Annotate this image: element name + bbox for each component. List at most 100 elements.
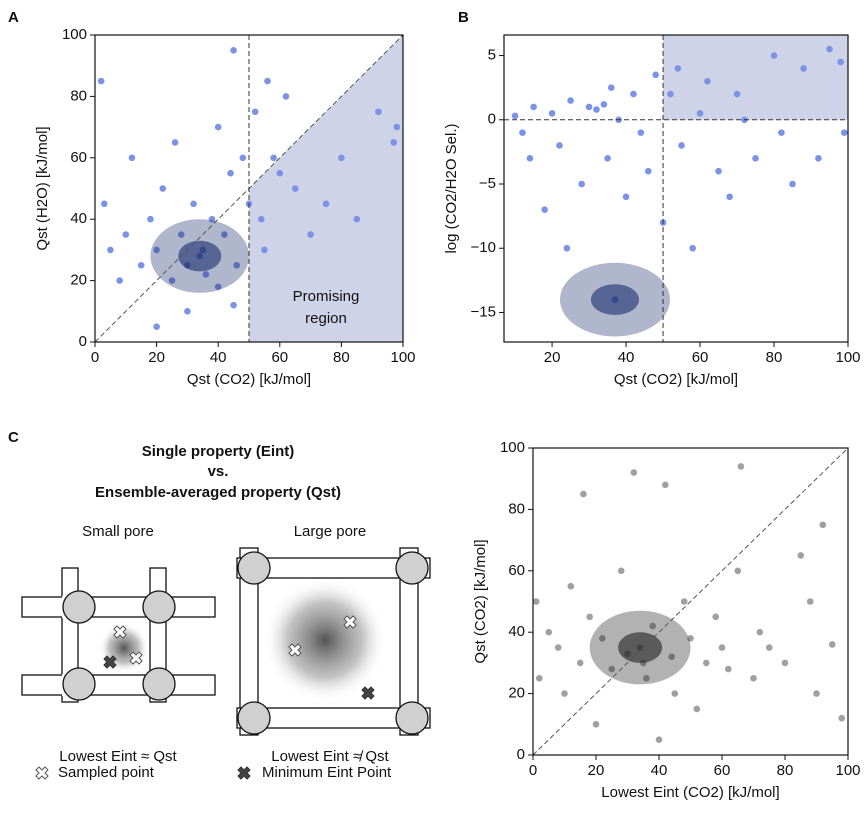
y-tick-label: 20 <box>70 272 87 289</box>
point <box>607 84 615 91</box>
point <box>393 123 401 131</box>
point <box>678 142 685 149</box>
point <box>251 108 259 116</box>
point <box>687 635 694 642</box>
point <box>662 481 669 489</box>
annotation: Promising <box>293 288 360 305</box>
x-tick-label: 40 <box>651 762 668 779</box>
point <box>838 714 845 722</box>
point <box>276 169 284 177</box>
point <box>600 101 608 108</box>
point <box>702 659 710 667</box>
point <box>789 180 796 188</box>
point <box>649 622 656 630</box>
point <box>689 244 696 252</box>
y-tick-label: 40 <box>70 210 87 227</box>
panel-label: B <box>458 9 469 26</box>
x-tick-label: 20 <box>588 762 605 779</box>
point <box>221 231 228 238</box>
point <box>233 261 240 269</box>
x-axis-label: Qst (CO2) [kJ/mol] <box>187 371 311 388</box>
point <box>637 129 645 136</box>
point <box>227 169 234 177</box>
x-tick-label: 100 <box>835 349 860 366</box>
point <box>122 231 130 238</box>
plot-area <box>504 35 848 342</box>
point <box>585 103 593 111</box>
y-tick-label: 100 <box>500 439 525 456</box>
point <box>511 112 519 120</box>
point <box>322 200 330 208</box>
point <box>533 598 540 605</box>
point <box>554 644 562 651</box>
point <box>828 641 836 648</box>
panel-label: A <box>8 9 19 26</box>
pore-caption: Lowest Eint ≈ Qst <box>59 748 177 765</box>
point <box>147 215 154 223</box>
point <box>239 154 247 162</box>
y-tick-label: 80 <box>508 500 525 517</box>
y-tick-label: 40 <box>508 623 525 640</box>
point <box>168 277 176 284</box>
point <box>826 45 833 53</box>
point <box>282 93 290 100</box>
point <box>261 246 268 254</box>
point <box>128 154 136 162</box>
axes-frame <box>503 34 849 343</box>
point <box>593 106 600 113</box>
y-tick-label: 80 <box>70 87 87 104</box>
point <box>307 231 314 238</box>
point <box>258 215 265 223</box>
y-axis-label: Qst (CO2) [kJ/mol] <box>472 539 489 663</box>
point <box>545 628 553 636</box>
point <box>622 193 630 201</box>
legend-label: Minimum Eint Point <box>262 764 392 781</box>
point <box>100 200 108 208</box>
point <box>806 598 814 605</box>
point <box>390 139 398 146</box>
point <box>643 674 650 682</box>
point <box>733 90 741 98</box>
point <box>375 108 382 116</box>
y-tick-label: 0 <box>517 746 525 763</box>
point <box>576 659 584 667</box>
x-tick-label: 100 <box>835 762 860 779</box>
point <box>580 490 587 498</box>
point <box>704 77 711 85</box>
point <box>208 215 216 223</box>
point <box>765 644 773 651</box>
point <box>693 705 701 713</box>
point <box>270 154 277 162</box>
point <box>644 167 652 175</box>
promising-region <box>249 35 403 342</box>
x-tick-label: 100 <box>390 349 415 366</box>
density-core <box>590 284 640 315</box>
point <box>667 90 674 98</box>
point <box>563 244 571 252</box>
point <box>671 690 679 697</box>
y-tick-label: 0 <box>79 333 87 350</box>
point <box>756 628 764 636</box>
point <box>652 71 659 79</box>
x-tick-label: 0 <box>529 762 537 779</box>
axes-frame <box>532 447 849 756</box>
point <box>137 261 145 269</box>
point <box>819 521 827 529</box>
y-axis-label: Qst (H2O) [kJ/mol] <box>34 126 51 250</box>
point <box>813 690 820 697</box>
y-tick-label: 60 <box>508 562 525 579</box>
y-tick-label: −10 <box>471 239 496 256</box>
y-tick-label: 20 <box>508 685 525 702</box>
x-tick-label: 60 <box>692 349 709 366</box>
point <box>338 154 345 162</box>
x-tick-label: 20 <box>148 349 165 366</box>
x-tick-label: 0 <box>91 349 99 366</box>
x-tick-label: 40 <box>210 349 227 366</box>
point <box>781 659 789 667</box>
point <box>541 206 548 213</box>
y-tick-label: 0 <box>488 111 496 128</box>
point <box>715 167 722 175</box>
diagram: Single property (Eint) vs. Ensemble-aver… <box>21 443 431 781</box>
point <box>680 598 688 605</box>
point <box>734 567 742 575</box>
